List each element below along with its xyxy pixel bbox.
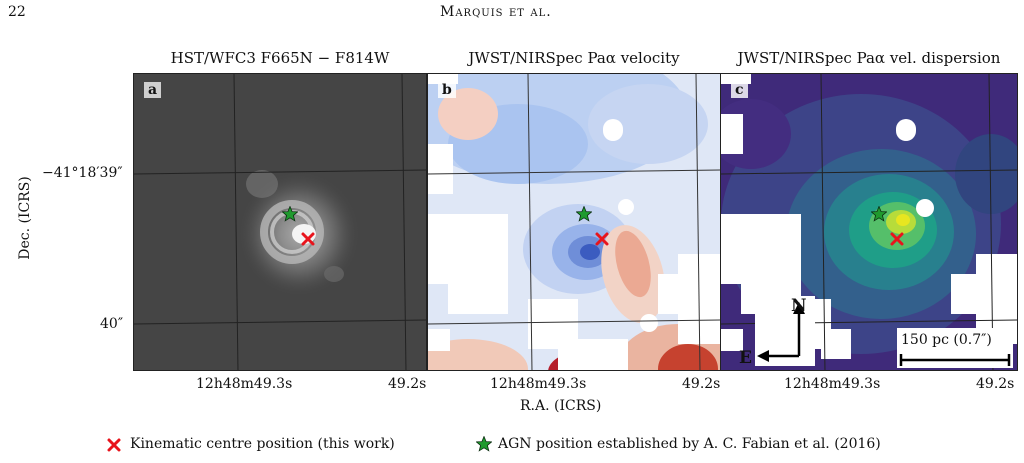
panel-a-title: HST/WFC3 F665N − F814W [170, 49, 390, 67]
panel-hst-image: a [133, 73, 427, 371]
scalebar-line-icon [899, 354, 1011, 366]
panel-b-title: JWST/NIRSpec Paα velocity [468, 49, 680, 67]
legend-star-icon [476, 436, 492, 452]
x-tick-label: 49.2s [388, 376, 427, 392]
page-number: 22 [8, 4, 26, 20]
compass-north-label: N [791, 296, 807, 316]
velocity-map-svg [428, 74, 720, 370]
compass-arrows-icon [755, 296, 815, 366]
panel-b-label: b [438, 82, 456, 98]
y-tick-label: −41°18′39″ [42, 165, 123, 181]
kinematic-centre-cross-icon [890, 232, 904, 246]
agn-star-icon [871, 206, 887, 222]
x-tick-label: 12h48m49.3s [196, 376, 293, 392]
scalebar [897, 328, 1013, 368]
y-tick-label: 40″ [100, 316, 124, 332]
kinematic-centre-cross-icon [301, 232, 315, 246]
legend-cross-label: Kinematic centre position (this work) [130, 436, 395, 452]
panel-c-title: JWST/NIRSpec Paα vel. dispersion [737, 49, 1001, 67]
legend-cross-icon [107, 438, 121, 452]
agn-star-icon [576, 206, 592, 222]
hst-image-svg [134, 74, 426, 370]
x-tick-label: 49.2s [976, 376, 1015, 392]
panel-velocity-map: b [427, 73, 721, 371]
x-axis-label: R.A. (ICRS) [520, 398, 602, 414]
running-head: Marquis et al. [440, 4, 552, 20]
compass-east-label: E [739, 348, 752, 368]
legend-star-label: AGN position established by A. C. Fabian… [498, 436, 881, 452]
panel-dispersion-map: c N E 150 pc (0.7″) [720, 73, 1018, 371]
kinematic-centre-cross-icon [595, 232, 609, 246]
panel-a-label: a [144, 82, 162, 98]
y-axis-label: Dec. (ICRS) [17, 176, 33, 260]
x-tick-label: 12h48m49.3s [490, 376, 587, 392]
agn-star-icon [282, 206, 298, 222]
panel-c-label: c [731, 82, 748, 98]
x-tick-label: 12h48m49.3s [784, 376, 881, 392]
scalebar-label: 150 pc (0.7″) [901, 332, 992, 348]
x-tick-label: 49.2s [682, 376, 721, 392]
